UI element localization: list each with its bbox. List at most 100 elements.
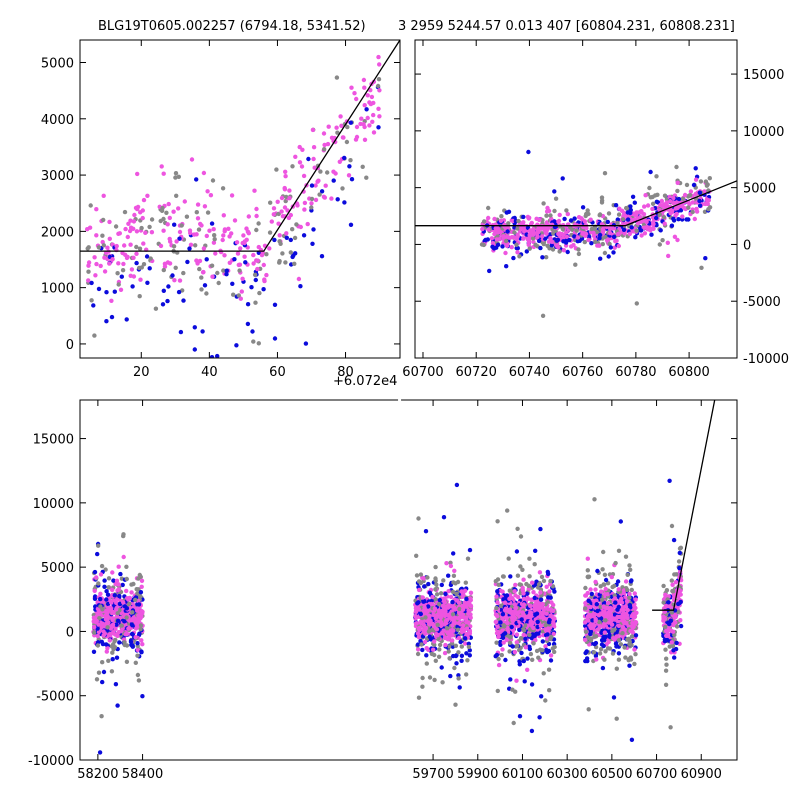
point-pink xyxy=(582,219,588,224)
point-pink xyxy=(187,228,193,233)
point-gray xyxy=(512,230,517,235)
point-gray xyxy=(496,656,501,662)
point-pink xyxy=(580,231,585,236)
point-pink xyxy=(616,587,621,592)
point-blue xyxy=(415,642,421,647)
x-tick-label: 60760 xyxy=(562,365,603,380)
point-pink xyxy=(415,631,421,636)
point-pink xyxy=(586,237,591,243)
point-pink xyxy=(135,204,141,210)
point-pink xyxy=(544,584,549,589)
point-gray xyxy=(586,707,591,712)
point-gray xyxy=(344,139,350,145)
point-pink xyxy=(486,227,491,232)
point-gray xyxy=(602,250,608,256)
point-gray xyxy=(257,290,262,296)
point-blue xyxy=(662,639,668,644)
point-gray xyxy=(707,205,713,210)
point-pink xyxy=(301,173,307,179)
point-pink xyxy=(436,608,442,613)
point-pink xyxy=(561,248,567,253)
point-pink xyxy=(123,632,128,637)
y-tick-label: 5000 xyxy=(41,57,74,72)
point-blue xyxy=(691,182,697,188)
point-blue xyxy=(249,285,254,290)
point-pink xyxy=(195,202,201,207)
point-gray xyxy=(85,246,90,251)
point-blue xyxy=(439,665,444,670)
point-gray xyxy=(611,786,615,790)
point-blue xyxy=(697,203,703,208)
point-blue xyxy=(565,249,570,255)
point-blue xyxy=(165,298,170,304)
point-blue xyxy=(451,551,456,556)
point-gray xyxy=(616,638,622,643)
point-gray xyxy=(434,582,439,587)
point-pink xyxy=(650,206,655,212)
point-pink xyxy=(131,219,137,224)
point-pink xyxy=(371,112,376,118)
point-gray xyxy=(455,627,461,632)
point-pink xyxy=(312,165,317,170)
point-pink xyxy=(443,642,448,648)
point-gray xyxy=(116,282,121,287)
point-gray xyxy=(592,226,597,232)
point-blue xyxy=(91,649,97,654)
point-pink xyxy=(505,620,510,626)
point-pink xyxy=(588,587,593,592)
point-blue xyxy=(615,217,620,222)
point-gray xyxy=(101,243,107,248)
point-blue xyxy=(95,640,101,645)
point-gray xyxy=(199,287,204,292)
point-gray xyxy=(99,714,104,719)
point-pink xyxy=(271,206,277,211)
point-gray xyxy=(91,630,97,635)
point-gray xyxy=(499,214,504,219)
point-pink xyxy=(296,276,302,282)
point-gray xyxy=(231,292,236,297)
point-pink xyxy=(114,607,119,612)
point-gray xyxy=(348,158,353,163)
point-blue xyxy=(503,657,508,663)
point-gray xyxy=(493,579,498,584)
point-blue xyxy=(592,641,597,647)
point-pink xyxy=(609,622,615,627)
point-pink xyxy=(602,630,608,635)
point-blue xyxy=(589,591,594,597)
point-gray xyxy=(481,242,486,248)
point-blue xyxy=(536,238,542,244)
point-pink xyxy=(625,607,630,613)
point-gray xyxy=(672,572,677,577)
point-pink xyxy=(427,613,432,619)
point-pink xyxy=(445,637,451,642)
point-pink xyxy=(665,240,670,245)
point-blue xyxy=(629,737,635,742)
point-blue xyxy=(524,591,530,596)
point-blue xyxy=(453,653,459,659)
point-gray xyxy=(465,658,470,663)
point-pink xyxy=(622,231,627,236)
point-pink xyxy=(177,229,183,235)
point-pink xyxy=(195,216,201,221)
point-pink xyxy=(105,646,110,651)
point-blue xyxy=(490,244,495,249)
point-pink xyxy=(238,246,243,251)
point-gray xyxy=(527,632,532,638)
point-gray xyxy=(597,619,602,625)
point-pink xyxy=(252,188,257,193)
point-blue xyxy=(117,601,123,607)
point-pink xyxy=(459,589,464,594)
point-pink xyxy=(612,616,617,621)
point-pink xyxy=(493,226,498,231)
point-pink xyxy=(92,624,97,630)
point-blue xyxy=(527,646,533,652)
point-pink xyxy=(322,195,327,200)
point-pink xyxy=(659,198,664,204)
point-blue xyxy=(111,578,116,583)
point-gray xyxy=(564,208,569,213)
point-gray xyxy=(544,213,549,218)
point-blue xyxy=(530,632,535,637)
point-blue xyxy=(500,612,506,617)
point-gray xyxy=(292,235,298,241)
point-blue xyxy=(136,602,142,607)
